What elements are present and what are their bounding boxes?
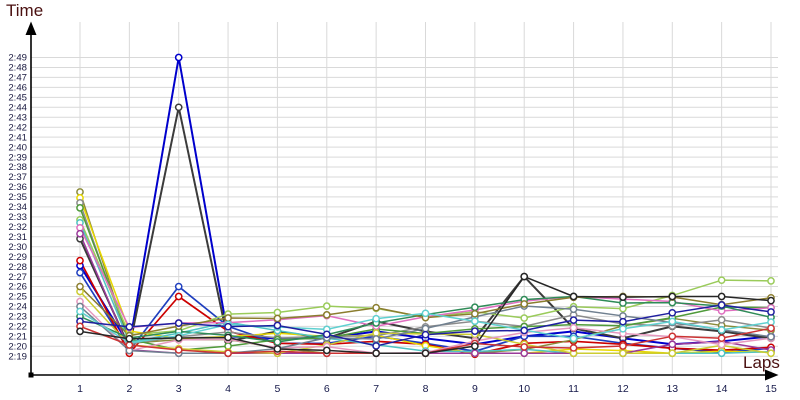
svg-text:2:42: 2:42	[8, 122, 27, 133]
svg-text:9: 9	[472, 383, 478, 395]
svg-text:2:45: 2:45	[8, 93, 27, 104]
svg-text:2:40: 2:40	[8, 142, 27, 153]
svg-text:2:36: 2:36	[8, 182, 27, 193]
svg-text:2:39: 2:39	[8, 152, 27, 163]
svg-text:2:48: 2:48	[8, 63, 27, 74]
svg-text:2:30: 2:30	[8, 242, 27, 253]
svg-text:4: 4	[225, 383, 231, 395]
svg-text:2:32: 2:32	[8, 222, 27, 233]
svg-text:8: 8	[423, 383, 429, 395]
svg-text:3: 3	[176, 383, 182, 395]
svg-text:2:28: 2:28	[8, 262, 27, 273]
svg-text:Laps: Laps	[743, 353, 780, 372]
svg-text:11: 11	[568, 383, 579, 395]
svg-text:15: 15	[765, 383, 777, 395]
svg-text:2:20: 2:20	[8, 341, 27, 352]
svg-text:2:46: 2:46	[8, 83, 27, 94]
svg-text:2:29: 2:29	[8, 252, 27, 263]
svg-text:2:22: 2:22	[8, 322, 27, 333]
svg-text:2:38: 2:38	[8, 162, 27, 173]
svg-text:10: 10	[518, 383, 530, 395]
svg-text:2: 2	[126, 383, 132, 395]
svg-text:14: 14	[716, 383, 728, 395]
svg-text:2:35: 2:35	[8, 192, 27, 203]
svg-text:2:47: 2:47	[8, 73, 27, 84]
svg-text:13: 13	[666, 383, 678, 395]
svg-text:2:26: 2:26	[8, 282, 27, 293]
svg-text:2:31: 2:31	[8, 232, 27, 243]
svg-text:2:34: 2:34	[8, 202, 27, 213]
svg-text:7: 7	[373, 383, 379, 395]
svg-text:2:19: 2:19	[8, 351, 27, 362]
svg-text:5: 5	[275, 383, 281, 395]
svg-text:Time: Time	[6, 1, 43, 20]
svg-text:6: 6	[324, 383, 330, 395]
svg-text:1: 1	[77, 383, 83, 395]
svg-text:2:37: 2:37	[8, 172, 27, 183]
svg-text:2:27: 2:27	[8, 272, 27, 283]
svg-text:2:43: 2:43	[8, 112, 27, 123]
svg-text:12: 12	[617, 383, 629, 395]
svg-text:2:24: 2:24	[8, 302, 27, 313]
svg-text:2:44: 2:44	[8, 102, 27, 113]
svg-text:2:25: 2:25	[8, 292, 27, 303]
svg-text:2:49: 2:49	[8, 53, 27, 64]
svg-text:2:33: 2:33	[8, 212, 27, 223]
svg-text:2:23: 2:23	[8, 312, 27, 323]
svg-text:2:41: 2:41	[8, 132, 27, 143]
svg-text:2:21: 2:21	[8, 332, 27, 343]
